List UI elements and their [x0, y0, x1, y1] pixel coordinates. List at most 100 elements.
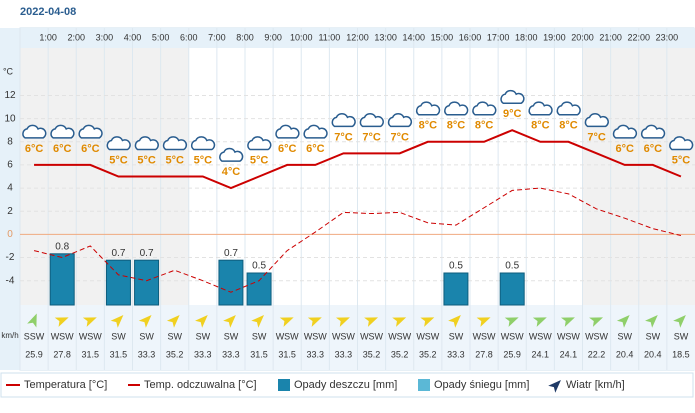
wind-speed: 33.3	[138, 349, 156, 359]
hour-label: 22:00	[627, 32, 650, 42]
y-tick-label: -4	[6, 275, 15, 286]
hour-label: 6:00	[180, 32, 198, 42]
legend-label: Opady śniegu [mm]	[434, 379, 529, 391]
hour-label: 1:00	[39, 32, 57, 42]
temperature-label: 6°C	[615, 143, 634, 155]
temperature-label: 8°C	[475, 120, 494, 132]
wind-arrow	[645, 315, 658, 328]
rain-bar	[218, 259, 244, 306]
wind-arrow	[27, 313, 37, 328]
legend-frame	[0, 372, 694, 398]
temperature-label: 5°C	[672, 154, 691, 166]
hour-label: 12:00	[346, 32, 369, 42]
y-tick-label: 10	[4, 113, 16, 124]
wind-direction: WSW	[51, 331, 74, 341]
hour-label: 16:00	[459, 32, 482, 42]
temperature-label: 5°C	[165, 154, 184, 166]
precip-label: 0.8	[55, 241, 69, 252]
cloud	[556, 101, 581, 116]
wind-speed: 33.3	[194, 349, 212, 359]
wind-direction: WSW	[304, 331, 327, 341]
wind-arrow	[673, 315, 686, 328]
weather-icon	[415, 101, 441, 116]
hour-label: 7:00	[208, 32, 226, 42]
wind-direction: WSW	[473, 331, 496, 341]
weather-icon	[584, 113, 609, 128]
cloud	[22, 124, 47, 139]
night-shade	[20, 48, 49, 305]
temperature-label: 7°C	[390, 131, 409, 143]
wind-arrow	[251, 315, 265, 328]
feels-like-line	[33, 187, 682, 293]
weather-icon	[106, 136, 131, 151]
wind-direction: SW	[617, 331, 632, 341]
cloud	[247, 136, 272, 151]
y-tick-label: 12	[4, 90, 16, 101]
wind-speed: 33.3	[335, 349, 353, 359]
wind-arrow	[166, 315, 180, 328]
wind-speed: 20.4	[644, 349, 662, 359]
temperature-label: 5°C	[250, 154, 269, 166]
wind-direction: SW	[674, 331, 689, 341]
hour-label: 3:00	[96, 32, 114, 42]
weather-icon	[275, 124, 300, 139]
wind-direction: WSW	[557, 331, 580, 341]
wind-arrow	[138, 315, 152, 328]
hour-label: 9:00	[264, 32, 282, 42]
night-shade	[76, 48, 105, 305]
wind-arrow	[335, 317, 350, 327]
temperature-label: 7°C	[362, 131, 381, 143]
temperature-label: 6°C	[306, 143, 325, 155]
wind-arrow	[223, 315, 236, 328]
wind-speed: 31.5	[82, 349, 100, 359]
wind-arrow	[110, 315, 124, 328]
wind-direction: WSW	[388, 331, 411, 341]
hour-label: 21:00	[599, 32, 622, 42]
temperature-label: 4°C	[222, 166, 241, 178]
cloud	[331, 113, 356, 128]
y-tick-label: 6	[7, 160, 13, 171]
hour-label: 4:00	[124, 32, 142, 42]
hour-label: 15:00	[431, 32, 454, 42]
cloud	[359, 113, 384, 128]
wind-arrow	[560, 317, 575, 327]
weather-icon	[359, 113, 384, 128]
temperature-label: 5°C	[109, 154, 128, 166]
rain-bar	[499, 272, 525, 306]
legend-swatch	[548, 380, 561, 393]
temperature-label: 8°C	[419, 120, 438, 132]
weather-icon	[472, 101, 497, 116]
wind-speed: 35.2	[391, 349, 409, 359]
rain-bar	[105, 259, 131, 306]
hour-label: 8:00	[236, 32, 254, 42]
legend-label: Wiatr [km/h]	[566, 379, 625, 391]
weather-icon	[78, 124, 103, 139]
night-shade	[610, 48, 639, 305]
wind-arrow	[195, 315, 208, 328]
y-tick-label: 8	[7, 136, 13, 147]
wind-arrow	[532, 317, 547, 327]
wind-direction: WSW	[416, 331, 439, 341]
temperature-label: 8°C	[447, 120, 466, 132]
hour-label: 5:00	[152, 32, 170, 42]
temperature-label: 9°C	[503, 108, 522, 120]
y-tick-label: -2	[6, 252, 15, 263]
hour-label: 18:00	[515, 32, 538, 42]
wind-arrow	[616, 315, 630, 328]
wind-speed: 31.5	[278, 349, 296, 359]
wind-direction: SW	[111, 331, 126, 341]
chart-title: 2022-04-08	[20, 6, 76, 18]
hour-label: 17:00	[487, 32, 510, 42]
precip-label: 0.7	[111, 248, 125, 259]
weather-icon	[331, 113, 356, 128]
wind-speed: 20.4	[616, 349, 634, 359]
y-tick-label: 4	[7, 183, 13, 194]
wind-speed: 22.2	[588, 349, 606, 359]
wind-speed: 35.2	[419, 349, 437, 359]
wind-arrow	[82, 317, 97, 327]
wind-direction: WSW	[529, 331, 552, 341]
axis-panel	[0, 28, 20, 370]
cloud	[50, 124, 75, 139]
